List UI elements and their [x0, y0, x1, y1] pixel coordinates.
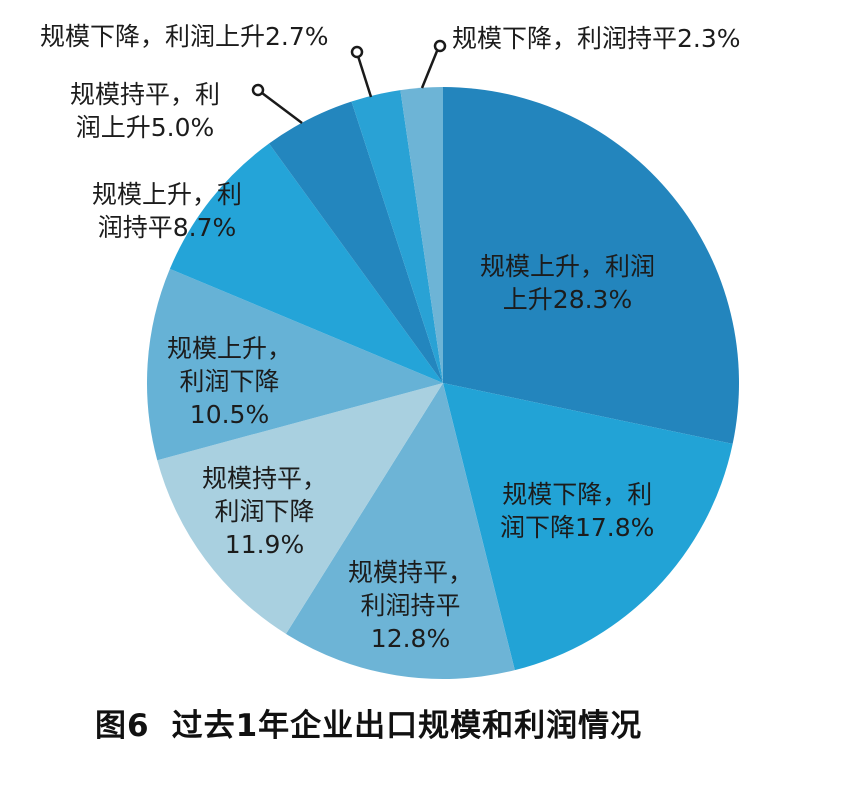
label-line: 润上升5.0% — [75, 113, 215, 142]
slice-label-scale-up-profit-down: 规模上升， 利润下降 10.5% — [167, 332, 292, 431]
slice-label-scale-flat-profit-up: 规模持平，利 润上升5.0% — [70, 78, 220, 144]
chart-caption: 图6 过去1年企业出口规模和利润情况 — [95, 700, 642, 745]
caption-text: 过去1年企业出口规模和利润情况 — [171, 708, 643, 744]
label-line: 上升28.3% — [502, 285, 633, 314]
pie-slice — [169, 143, 444, 383]
label-line: 润下降17.8% — [500, 513, 655, 542]
pie-slice — [269, 101, 443, 383]
label-line: 规模上升，利润 — [480, 252, 656, 281]
pie-slice — [147, 268, 443, 461]
label-line: 规模持平，利 — [70, 80, 221, 109]
slice-label-scale-flat-profit-flat: 规模持平， 利润持平 12.8% — [348, 556, 473, 655]
figure-number: 图6 — [95, 708, 150, 744]
label-line: 利润下降 — [214, 497, 315, 526]
pie-slices — [147, 87, 740, 680]
pie-slice — [285, 383, 515, 680]
label-line: 规模下降，利润上升2.7% — [40, 22, 329, 51]
label-line: 规模持平， — [202, 464, 328, 493]
label-line: 利润持平 — [360, 591, 461, 620]
label-line: 利润下降 — [179, 367, 280, 396]
slice-label-scale-up-profit-up: 规模上升，利润 上升28.3% — [480, 250, 655, 316]
label-line: 11.9% — [224, 530, 305, 559]
slice-label-scale-up-profit-flat: 规模上升，利 润持平8.7% — [92, 178, 242, 244]
label-line: 规模持平， — [348, 558, 474, 587]
leader-lines — [251, 39, 447, 124]
label-line: 10.5% — [189, 400, 270, 429]
slice-label-scale-down-profit-flat: 规模下降，利润持平2.3% — [452, 22, 741, 55]
label-line: 规模上升， — [167, 334, 293, 363]
slice-label-scale-down-profit-up: 规模下降，利润上升2.7% — [40, 20, 329, 53]
slice-label-scale-flat-profit-down: 规模持平， 利润下降 11.9% — [202, 462, 327, 561]
label-line: 润持平8.7% — [97, 213, 237, 242]
pie-slice — [157, 383, 443, 634]
pie-slice — [400, 87, 443, 383]
pie-slice — [443, 383, 733, 671]
label-line: 规模下降，利润持平2.3% — [452, 24, 741, 53]
slice-label-scale-down-profit-down: 规模下降，利 润下降17.8% — [500, 478, 654, 544]
label-line: 12.8% — [370, 624, 451, 653]
label-line: 规模下降，利 — [502, 480, 653, 509]
pie-slice — [443, 87, 740, 444]
pie-slice — [351, 90, 443, 383]
label-line: 规模上升，利 — [92, 180, 243, 209]
